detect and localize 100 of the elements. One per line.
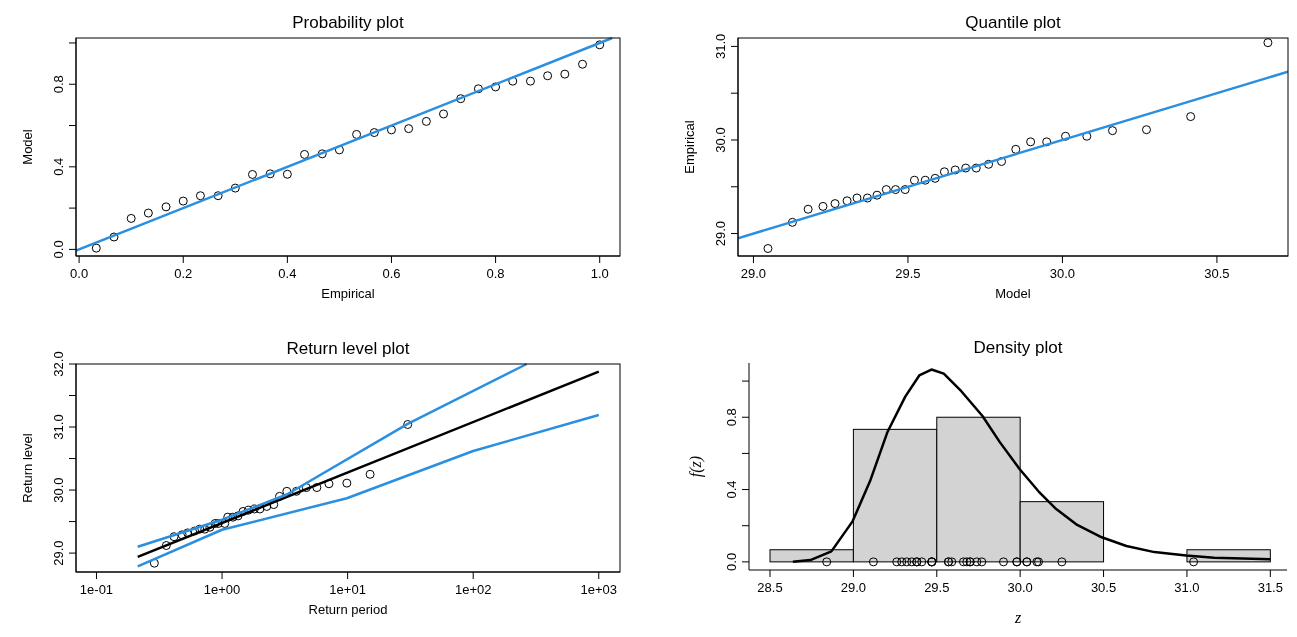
x-tick-label: 0.2 — [174, 266, 193, 281]
point — [143, 208, 153, 218]
point — [842, 196, 852, 206]
chart-title: Quantile plot — [965, 13, 1061, 32]
point — [595, 40, 605, 50]
point — [508, 76, 518, 86]
x-tick-label: 31.5 — [1257, 580, 1283, 595]
point — [421, 116, 431, 126]
x-tick-label: 0.0 — [70, 266, 89, 281]
point — [971, 163, 981, 173]
point — [560, 69, 570, 79]
point — [282, 169, 292, 179]
x-tick-label: 1e+01 — [329, 582, 366, 597]
point — [1011, 144, 1021, 154]
point — [862, 193, 872, 203]
point — [920, 175, 930, 185]
y-tick-label: 0.4 — [724, 480, 739, 499]
x-tick-label: 1e+03 — [580, 582, 618, 597]
x-tick-label: 30.0 — [1049, 266, 1076, 281]
y-tick-label: 29.0 — [51, 540, 66, 566]
point — [404, 124, 414, 134]
point — [984, 159, 994, 169]
y-axis-title: Model — [20, 129, 35, 165]
chart-title: Probability plot — [292, 13, 405, 32]
point — [247, 169, 257, 179]
x-tick-label: 29.5 — [924, 580, 950, 595]
x-tick-label: 1.0 — [590, 266, 609, 281]
point — [456, 94, 466, 104]
x-tick-label: 30.0 — [1007, 580, 1033, 595]
point — [1141, 125, 1151, 135]
point — [439, 109, 449, 119]
x-tick-label: 30.5 — [1090, 580, 1117, 595]
y-axis-title: Empirical — [682, 120, 697, 174]
x-axis-title: Return period — [308, 602, 388, 617]
point — [525, 76, 535, 86]
y-tick-label: 30.0 — [51, 477, 66, 503]
point — [352, 129, 362, 139]
x-tick-label: 1e+02 — [454, 582, 492, 597]
point — [178, 196, 188, 206]
x-tick-label: 28.5 — [757, 580, 783, 595]
x-axis-title: Model — [995, 286, 1031, 301]
point — [317, 149, 327, 159]
y-tick-label: 0.8 — [51, 75, 66, 94]
point — [161, 202, 171, 212]
point — [300, 149, 310, 159]
x-tick-label: 29.0 — [740, 266, 767, 281]
x-axis-title: Empirical — [321, 286, 375, 301]
point — [578, 59, 588, 69]
point — [1061, 131, 1071, 141]
point — [109, 232, 119, 242]
x-tick-label: 0.8 — [486, 266, 505, 281]
point — [930, 173, 940, 183]
point — [1263, 38, 1273, 48]
point — [818, 201, 828, 211]
x-tick-label: 31.0 — [1174, 580, 1200, 595]
point — [872, 190, 882, 200]
chart-title: Return level plot — [286, 339, 410, 358]
point — [369, 128, 379, 138]
y-tick-label: 0.4 — [51, 157, 66, 176]
y-tick-label: 31.0 — [51, 414, 66, 440]
point — [91, 243, 101, 253]
y-tick-label: 29.0 — [713, 220, 728, 247]
point — [852, 193, 862, 203]
y-tick-label: 0.8 — [724, 408, 739, 427]
point — [997, 157, 1007, 166]
point — [1186, 112, 1196, 122]
point — [787, 217, 797, 227]
point — [126, 213, 136, 223]
point — [950, 165, 960, 175]
point — [213, 191, 223, 201]
point — [543, 71, 553, 81]
point — [1107, 126, 1117, 136]
point — [230, 183, 240, 193]
y-axis-title: Return level — [20, 433, 35, 503]
point — [265, 169, 275, 179]
x-tick-label: 29.0 — [840, 580, 867, 595]
point — [386, 125, 396, 135]
point — [830, 199, 840, 209]
point — [909, 175, 919, 185]
y-axis-title: f(z) — [687, 455, 705, 478]
y-tick-label: 0.0 — [51, 240, 66, 259]
point — [961, 163, 971, 173]
x-tick-label: 0.6 — [382, 266, 401, 281]
point — [900, 185, 910, 195]
point — [763, 244, 773, 254]
x-tick-label: 1e-01 — [79, 582, 114, 597]
point — [1026, 137, 1036, 147]
point — [1082, 131, 1092, 141]
x-axis-title: z — [1013, 609, 1022, 626]
y-tick-label: 31.0 — [713, 33, 728, 60]
point — [1042, 137, 1052, 147]
point — [803, 204, 813, 214]
x-tick-label: 30.5 — [1204, 266, 1230, 281]
point — [491, 82, 501, 92]
point — [195, 191, 205, 201]
chart-title: Density plot — [973, 338, 1063, 357]
y-tick-label: 32.0 — [51, 351, 66, 377]
x-tick-label: 0.4 — [278, 266, 297, 281]
y-tick-label: 30.0 — [713, 127, 728, 153]
point — [473, 84, 483, 94]
